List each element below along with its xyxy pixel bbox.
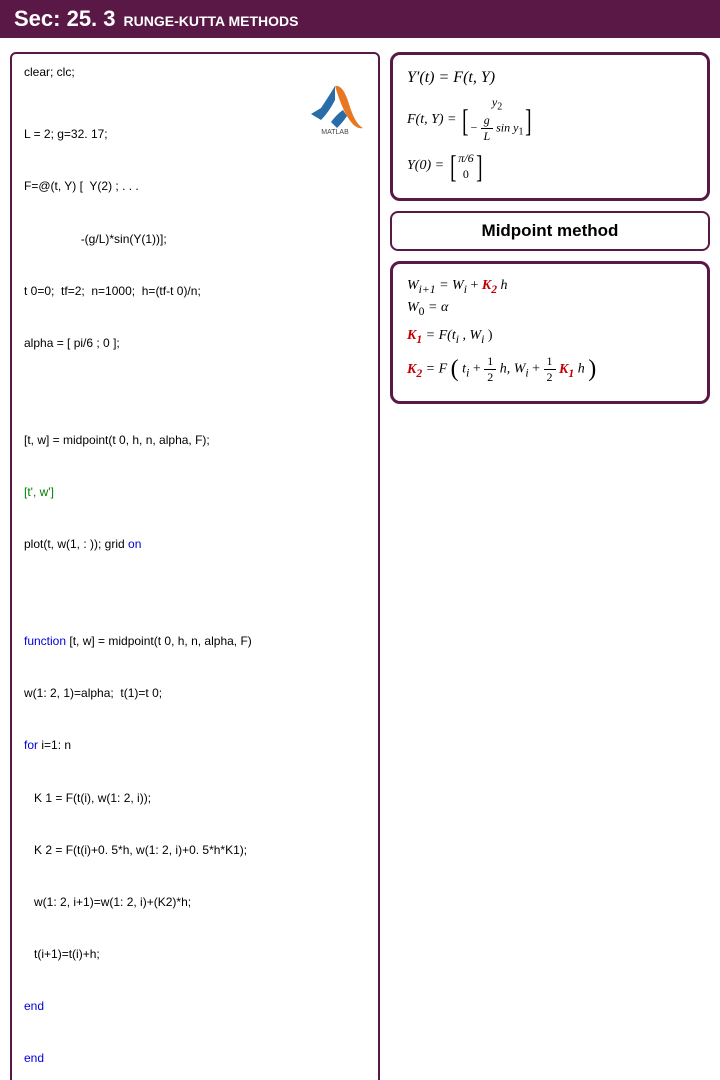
eq-sub: 2	[416, 366, 422, 379]
section-subtitle: RUNGE-KUTTA METHODS	[124, 13, 299, 29]
code-block: function [t, w] = midpoint(t 0, h, n, al…	[24, 598, 366, 1080]
eq-text: 2	[484, 370, 496, 385]
eq-text: 0	[463, 167, 469, 182]
equation: Y(0) = [ π/6 0 ]	[407, 150, 693, 182]
eq-sub: 2	[497, 101, 502, 112]
eq-text: 2	[544, 370, 556, 385]
equation: Wi+1 = Wi + K2 h	[407, 278, 693, 296]
eq-text: = α	[428, 300, 448, 315]
eq-text: h	[578, 362, 585, 377]
equation: Y′(t) = F(t, Y)	[407, 69, 693, 87]
midpoint-equations-box: Wi+1 = Wi + K2 h W0 = α K1 = F(ti , Wi )…	[390, 261, 710, 403]
eq-sub: i	[456, 333, 459, 346]
eq-text: L	[480, 129, 493, 144]
ode-equations-box: Y′(t) = F(t, Y) F(t, Y) = [ y2 − gL sin …	[390, 52, 710, 201]
eq-text: K	[407, 362, 416, 377]
eq-sub: 1	[568, 366, 574, 379]
code-line: F=@(t, Y) [ Y(2) ; . . .	[24, 178, 366, 195]
eq-text: K	[482, 278, 491, 293]
code-line: -(g/L)*sin(Y(1))];	[24, 231, 366, 248]
eq-sub: i+1	[419, 283, 436, 296]
equation: K1 = F(ti , Wi )	[407, 328, 693, 346]
code-line: w(1: 2, 1)=alpha; t(1)=t 0;	[24, 685, 366, 702]
equation: K2 = F ( ti + 12 h, Wi + 12 K1 h )	[407, 354, 693, 385]
equation: F(t, Y) = [ y2 − gL sin y1 ]	[407, 95, 693, 144]
code-block: [t, w] = midpoint(t 0, h, n, alpha, F); …	[24, 397, 366, 588]
matlab-logo-icon: MATLAB	[302, 82, 368, 134]
eq-sub: 1	[518, 127, 523, 138]
eq-sub: 1	[416, 333, 422, 346]
eq-text: h	[501, 278, 508, 293]
matrix: [ π/6 0 ]	[448, 150, 485, 182]
code-line: t 0=0; tf=2; n=1000; h=(tf-t 0)/n;	[24, 283, 366, 300]
equation: W0 = α	[407, 300, 693, 318]
code-line: K 1 = F(t(i), w(1: 2, i));	[24, 790, 366, 807]
section-header: Sec: 25. 3 RUNGE-KUTTA METHODS	[0, 0, 720, 38]
eq-text: K	[559, 362, 568, 377]
eq-text: π/6	[458, 151, 473, 166]
eq-sub: 2	[491, 283, 497, 296]
code-line: end	[24, 1050, 366, 1067]
code-panel: MATLAB clear; clc; L = 2; g=32. 17; F=@(…	[10, 52, 380, 1080]
svg-text:MATLAB: MATLAB	[321, 129, 349, 134]
code-line: plot(t, w(1, : )); grid on	[24, 536, 366, 553]
eq-text: = F	[426, 362, 448, 377]
eq-text: 1	[544, 354, 556, 370]
code-line: w(1: 2, i+1)=w(1: 2, i)+(K2)*h;	[24, 894, 366, 911]
code-text: [t, w] = midpoint(t 0, h, n, alpha, F)	[66, 634, 252, 648]
eq-sub: i	[464, 283, 467, 296]
eq-text: −	[471, 121, 481, 135]
code-line: end	[24, 998, 366, 1015]
eq-text: = F(t	[426, 328, 456, 343]
eq-text: F(t, Y) =	[407, 112, 460, 127]
eq-text: +	[473, 362, 484, 377]
eq-sub: i	[481, 333, 484, 346]
code-line: K 2 = F(t(i)+0. 5*h, w(1: 2, i)+0. 5*h*K…	[24, 842, 366, 859]
method-label-box: Midpoint method	[390, 211, 710, 251]
eq-text: +	[470, 278, 481, 293]
eq-sub: i	[466, 366, 469, 379]
eq-text: W	[407, 300, 419, 315]
eq-sub: i	[525, 366, 528, 379]
code-block: L = 2; g=32. 17; F=@(t, Y) [ Y(2) ; . . …	[24, 91, 366, 387]
method-label: Midpoint method	[482, 221, 619, 240]
code-text: i=1: n	[38, 738, 71, 752]
eq-text: W	[407, 278, 419, 293]
eq-text: h, W	[500, 362, 526, 377]
matrix: [ y2 − gL sin y1 ]	[460, 95, 534, 144]
keyword: for	[24, 738, 38, 752]
eq-text: )	[488, 328, 493, 343]
eq-text: sin y	[496, 121, 518, 135]
eq-sub: 0	[419, 305, 425, 318]
code-line: t(i+1)=t(i)+h;	[24, 946, 366, 963]
eq-text: g	[481, 113, 493, 129]
code-text: plot(t, w(1, : )); grid	[24, 537, 128, 551]
keyword: on	[128, 537, 141, 551]
eq-text: , W	[462, 328, 481, 343]
code-line: alpha = [ pi/6 ; 0 ];	[24, 335, 366, 352]
code-line: [t, w] = midpoint(t 0, h, n, alpha, F);	[24, 432, 366, 449]
right-column: Y′(t) = F(t, Y) F(t, Y) = [ y2 − gL sin …	[390, 52, 710, 1080]
eq-text: Y(0) =	[407, 159, 448, 174]
eq-text: +	[532, 362, 543, 377]
eq-text: 1	[484, 354, 496, 370]
keyword: function	[24, 634, 66, 648]
code-line: for i=1: n	[24, 737, 366, 754]
code-line: [t', w']	[24, 484, 366, 501]
code-line: clear; clc;	[24, 64, 366, 81]
eq-text: = W	[439, 278, 464, 293]
section-title: Sec: 25. 3	[14, 6, 116, 32]
code-line: function [t, w] = midpoint(t 0, h, n, al…	[24, 633, 366, 650]
main-content: MATLAB clear; clc; L = 2; g=32. 17; F=@(…	[0, 38, 720, 1080]
eq-text: K	[407, 328, 416, 343]
